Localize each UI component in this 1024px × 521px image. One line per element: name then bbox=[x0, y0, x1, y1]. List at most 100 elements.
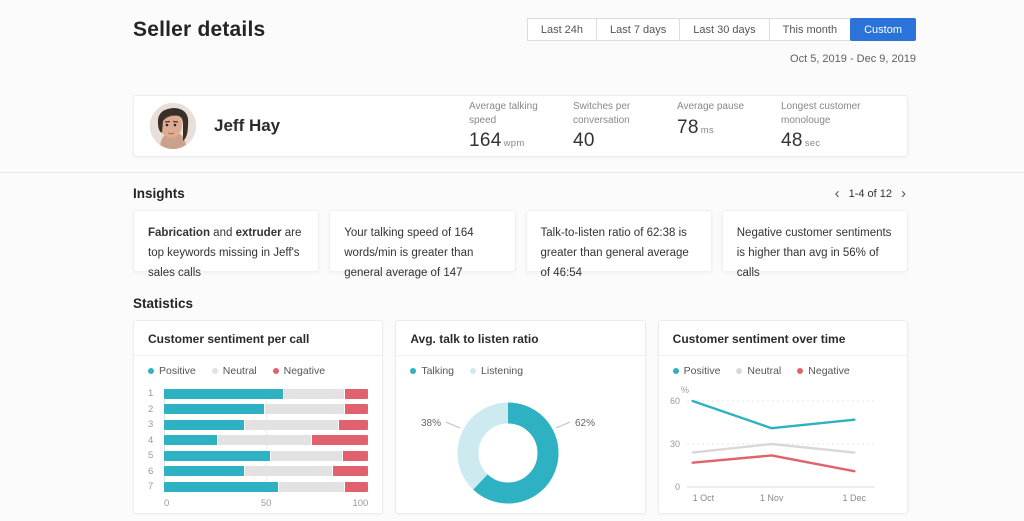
legend-item-neutral[interactable]: Neutral bbox=[211, 365, 257, 377]
stat-value: 48 sec bbox=[781, 130, 821, 151]
legend-item-neutral[interactable]: Neutral bbox=[736, 365, 781, 377]
chart-card-sentiment-over-time: Customer sentiment over time Positive Neu… bbox=[657, 320, 908, 514]
insight-text-segment: Negative customer sentiments is higher t… bbox=[736, 227, 892, 280]
donut-leader-line-right bbox=[556, 421, 571, 429]
stat-value: 40 bbox=[573, 130, 595, 151]
legend-item-listening[interactable]: Listening bbox=[470, 365, 523, 377]
insight-text-segment: Talk-to-listen ratio of 62:38 is greater… bbox=[540, 227, 689, 280]
line-series-negative bbox=[691, 454, 856, 473]
bar-segment-negative bbox=[341, 450, 369, 461]
legend-item-positive[interactable]: Positive bbox=[672, 365, 721, 377]
x-axis-tick: 1 Nov bbox=[759, 493, 783, 503]
legend-item-positive[interactable]: Positive bbox=[148, 365, 196, 377]
bar-row bbox=[164, 386, 369, 402]
page-title: Seller details bbox=[133, 18, 266, 41]
seller-stats: Average talking speed 164 wpm Switches pe… bbox=[469, 100, 885, 152]
bar-row-label: 2 bbox=[148, 403, 154, 415]
chart-card-sentiment-per-call: Customer sentiment per call Positive Neut… bbox=[133, 320, 384, 514]
bar-row-label: 6 bbox=[148, 465, 154, 477]
stat-value: 78 ms bbox=[677, 116, 714, 138]
legend-dot-icon bbox=[672, 368, 679, 374]
time-filter-group: Last 24h Last 7 days Last 30 days This m… bbox=[526, 18, 916, 41]
stat-label: Switches per conversation bbox=[573, 101, 631, 126]
bar-plot-area bbox=[164, 386, 369, 495]
bar-segment-positive bbox=[164, 481, 279, 492]
chart-title: Avg. talk to listen ratio bbox=[396, 321, 645, 356]
donut-leader-line-left bbox=[446, 421, 461, 429]
filter-custom[interactable]: Custom bbox=[850, 18, 916, 41]
stat-switches-per-conversation: Switches per conversation 40 bbox=[573, 100, 667, 152]
filter-last-30-days[interactable]: Last 30 days bbox=[679, 18, 770, 41]
bar-segment-neutral bbox=[270, 450, 342, 461]
stat-unit: sec bbox=[804, 138, 821, 149]
section-divider bbox=[0, 172, 1024, 173]
filter-last-7-days[interactable]: Last 7 days bbox=[596, 18, 681, 41]
legend-label: Positive bbox=[683, 365, 721, 377]
x-axis-tick: 100 bbox=[352, 497, 369, 509]
legend-item-talking[interactable]: Talking bbox=[410, 365, 454, 377]
stat-average-pause: Average pause 78 ms bbox=[677, 100, 771, 152]
stat-value: 164 wpm bbox=[469, 130, 525, 151]
seller-name: Jeff Hay bbox=[214, 116, 281, 135]
chevron-left-icon[interactable]: ‹ bbox=[834, 185, 840, 202]
legend-label: Listening bbox=[481, 365, 524, 377]
insight-text-segment: Fabrication bbox=[148, 227, 210, 239]
insight-text-segment: extruder bbox=[235, 227, 282, 239]
chart-legend: Positive Neutral Negative bbox=[134, 356, 382, 381]
line-series-positive bbox=[691, 399, 856, 430]
legend-dot-icon bbox=[272, 368, 279, 374]
bar-segment-negative bbox=[343, 388, 369, 399]
legend-item-negative[interactable]: Negative bbox=[797, 365, 850, 377]
stat-unit: wpm bbox=[503, 138, 525, 149]
bar-row bbox=[164, 433, 369, 449]
filter-this-month[interactable]: This month bbox=[768, 18, 852, 41]
bar-row bbox=[164, 464, 369, 480]
y-axis-tick: 0 bbox=[675, 482, 680, 492]
insight-text-segment: are top keywords missing in Jeff's sales… bbox=[148, 227, 302, 280]
bar-row-label: 4 bbox=[148, 434, 154, 446]
bar-row bbox=[164, 402, 369, 418]
insight-text-segment: and bbox=[209, 227, 236, 239]
bar-row-label: 1 bbox=[148, 388, 154, 399]
legend-label: Negative bbox=[283, 365, 326, 377]
chart-title: Customer sentiment per call bbox=[134, 321, 383, 356]
header-controls: Last 24h Last 7 days Last 30 days This m… bbox=[526, 18, 916, 65]
insight-card-keywords: Fabrication and extruder are top keyword… bbox=[133, 210, 320, 279]
statistics-title: Statistics bbox=[133, 296, 194, 311]
legend-dot-icon bbox=[470, 368, 477, 374]
y-axis-unit-label: % bbox=[681, 385, 689, 395]
bar-segment-neutral bbox=[243, 419, 338, 430]
stat-avg-talking-speed: Average talking speed 164 wpm bbox=[469, 100, 563, 152]
bar-row bbox=[164, 479, 369, 495]
bar-row-label: 3 bbox=[148, 419, 154, 430]
filter-last-24h[interactable]: Last 24h bbox=[526, 18, 598, 41]
donut-label-listening-pct: 38% bbox=[421, 418, 441, 429]
insight-text-segment: Your talking speed of 164 words/min is g… bbox=[344, 227, 474, 280]
pager-range-label: 1-4 of 12 bbox=[848, 187, 892, 200]
bar-row bbox=[164, 448, 369, 464]
stat-label: Longest customer monolouge bbox=[781, 101, 861, 126]
insight-card-talking-speed: Your talking speed of 164 words/min is g… bbox=[329, 210, 516, 279]
legend-dot-icon bbox=[736, 368, 743, 374]
insight-cards: Fabrication and extruder are top keyword… bbox=[133, 210, 908, 279]
legend-dot-icon bbox=[410, 368, 417, 374]
bar-segment-positive bbox=[164, 419, 244, 430]
x-axis-tick: 50 bbox=[260, 497, 272, 509]
legend-dot-icon bbox=[211, 368, 218, 374]
x-axis-tick: 1 Dec bbox=[842, 493, 866, 503]
bar-row-label: 5 bbox=[148, 450, 154, 461]
legend-dot-icon bbox=[148, 368, 154, 374]
bar-segment-positive bbox=[164, 388, 283, 399]
page-header: Seller details Last 24h Last 7 days Last… bbox=[133, 18, 916, 65]
chevron-right-icon[interactable]: › bbox=[901, 185, 906, 202]
bar-row-label: 7 bbox=[148, 481, 154, 492]
legend-item-negative[interactable]: Negative bbox=[272, 365, 326, 377]
y-axis-tick: 60 bbox=[670, 396, 680, 406]
stacked-bar bbox=[164, 419, 369, 430]
bar-category-labels: 1 2 3 4 5 6 7 bbox=[148, 386, 164, 495]
y-axis-tick: 30 bbox=[670, 439, 680, 449]
donut-talking-arc bbox=[457, 402, 559, 504]
stat-label: Average pause bbox=[677, 101, 745, 112]
donut-chart: 62% 38% bbox=[421, 402, 595, 504]
